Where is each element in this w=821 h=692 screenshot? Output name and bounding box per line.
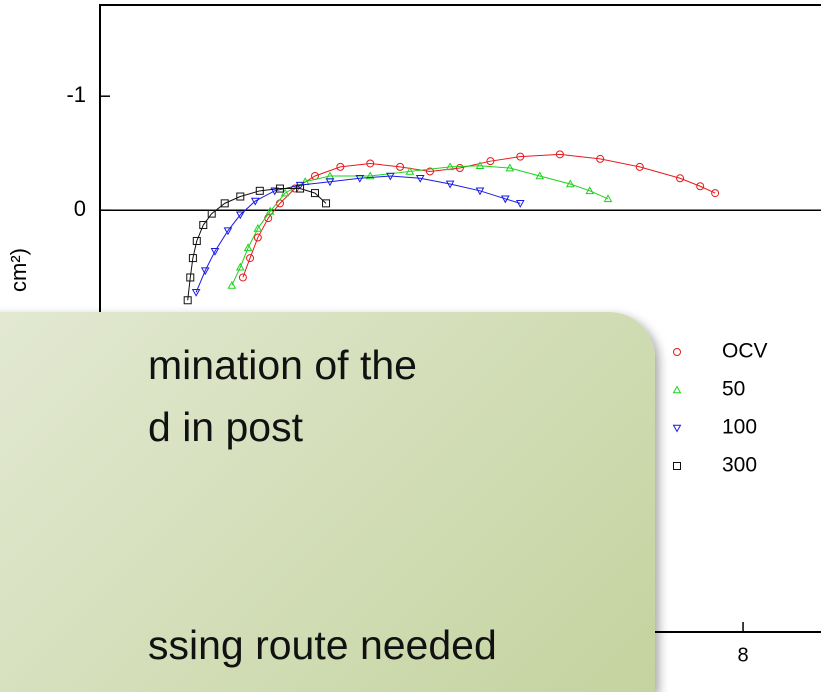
marker bbox=[186, 273, 195, 282]
marker bbox=[405, 166, 415, 175]
marker bbox=[238, 273, 247, 282]
marker bbox=[296, 184, 305, 193]
marker bbox=[199, 221, 208, 230]
series-line bbox=[231, 165, 609, 286]
marker bbox=[516, 152, 525, 161]
marker bbox=[235, 211, 245, 220]
y-tick-label: -1 bbox=[66, 82, 86, 107]
legend-marker bbox=[672, 424, 682, 433]
marker bbox=[275, 184, 284, 193]
marker bbox=[227, 280, 237, 289]
x-tick-label: 8 bbox=[737, 644, 748, 666]
marker bbox=[475, 187, 485, 196]
marker bbox=[366, 159, 375, 168]
legend-marker bbox=[673, 462, 681, 470]
marker bbox=[445, 162, 455, 171]
marker bbox=[565, 179, 575, 188]
marker bbox=[475, 161, 485, 170]
marker bbox=[210, 247, 220, 256]
callout-line: ssing route needed bbox=[148, 622, 497, 668]
marker bbox=[192, 236, 201, 245]
marker bbox=[255, 186, 264, 195]
marker bbox=[385, 172, 395, 181]
series-line bbox=[187, 188, 327, 301]
legend-label: 50 bbox=[722, 378, 745, 401]
marker bbox=[445, 180, 455, 189]
marker bbox=[535, 171, 545, 180]
callout-line: mination of the bbox=[148, 342, 417, 388]
legend-marker bbox=[673, 348, 681, 356]
marker bbox=[200, 267, 210, 276]
marker bbox=[676, 174, 685, 183]
marker bbox=[505, 163, 515, 172]
marker bbox=[253, 223, 263, 232]
marker bbox=[265, 206, 275, 215]
marker bbox=[191, 288, 201, 297]
marker bbox=[207, 209, 216, 218]
marker bbox=[223, 227, 233, 236]
y-tick-label: 0 bbox=[74, 196, 86, 221]
legend-marker bbox=[672, 385, 682, 394]
marker bbox=[311, 189, 320, 198]
legend-label: 300 bbox=[722, 454, 757, 477]
marker bbox=[635, 162, 644, 171]
series-line bbox=[242, 153, 716, 278]
marker bbox=[365, 171, 375, 180]
marker bbox=[183, 296, 192, 305]
marker bbox=[325, 178, 335, 187]
marker bbox=[396, 162, 405, 171]
page: cm²) -1018OCV50100300 mination of the d … bbox=[0, 4, 821, 692]
marker bbox=[603, 194, 613, 203]
marker bbox=[336, 162, 345, 171]
marker bbox=[711, 189, 720, 198]
y-axis-label: cm²) bbox=[6, 248, 31, 292]
marker bbox=[696, 182, 705, 191]
series-line bbox=[195, 175, 521, 293]
callout: mination of the d in post ssing route ne… bbox=[0, 312, 655, 692]
marker bbox=[280, 188, 290, 197]
marker bbox=[235, 262, 245, 271]
legend-label: OCV bbox=[722, 340, 768, 363]
marker bbox=[515, 200, 525, 208]
legend-label: 100 bbox=[722, 416, 757, 439]
marker bbox=[246, 254, 255, 263]
marker bbox=[253, 233, 262, 242]
marker bbox=[236, 192, 245, 201]
callout-line: d in post bbox=[148, 404, 303, 450]
marker bbox=[596, 154, 605, 163]
marker bbox=[555, 150, 564, 159]
marker bbox=[415, 174, 425, 183]
marker bbox=[500, 195, 510, 204]
marker bbox=[585, 186, 595, 195]
marker bbox=[220, 199, 229, 208]
marker bbox=[322, 199, 331, 208]
marker bbox=[355, 174, 365, 183]
marker bbox=[455, 164, 464, 173]
marker bbox=[188, 254, 197, 263]
marker bbox=[250, 197, 260, 206]
marker bbox=[425, 167, 434, 176]
marker bbox=[243, 243, 253, 252]
marker bbox=[486, 157, 495, 166]
